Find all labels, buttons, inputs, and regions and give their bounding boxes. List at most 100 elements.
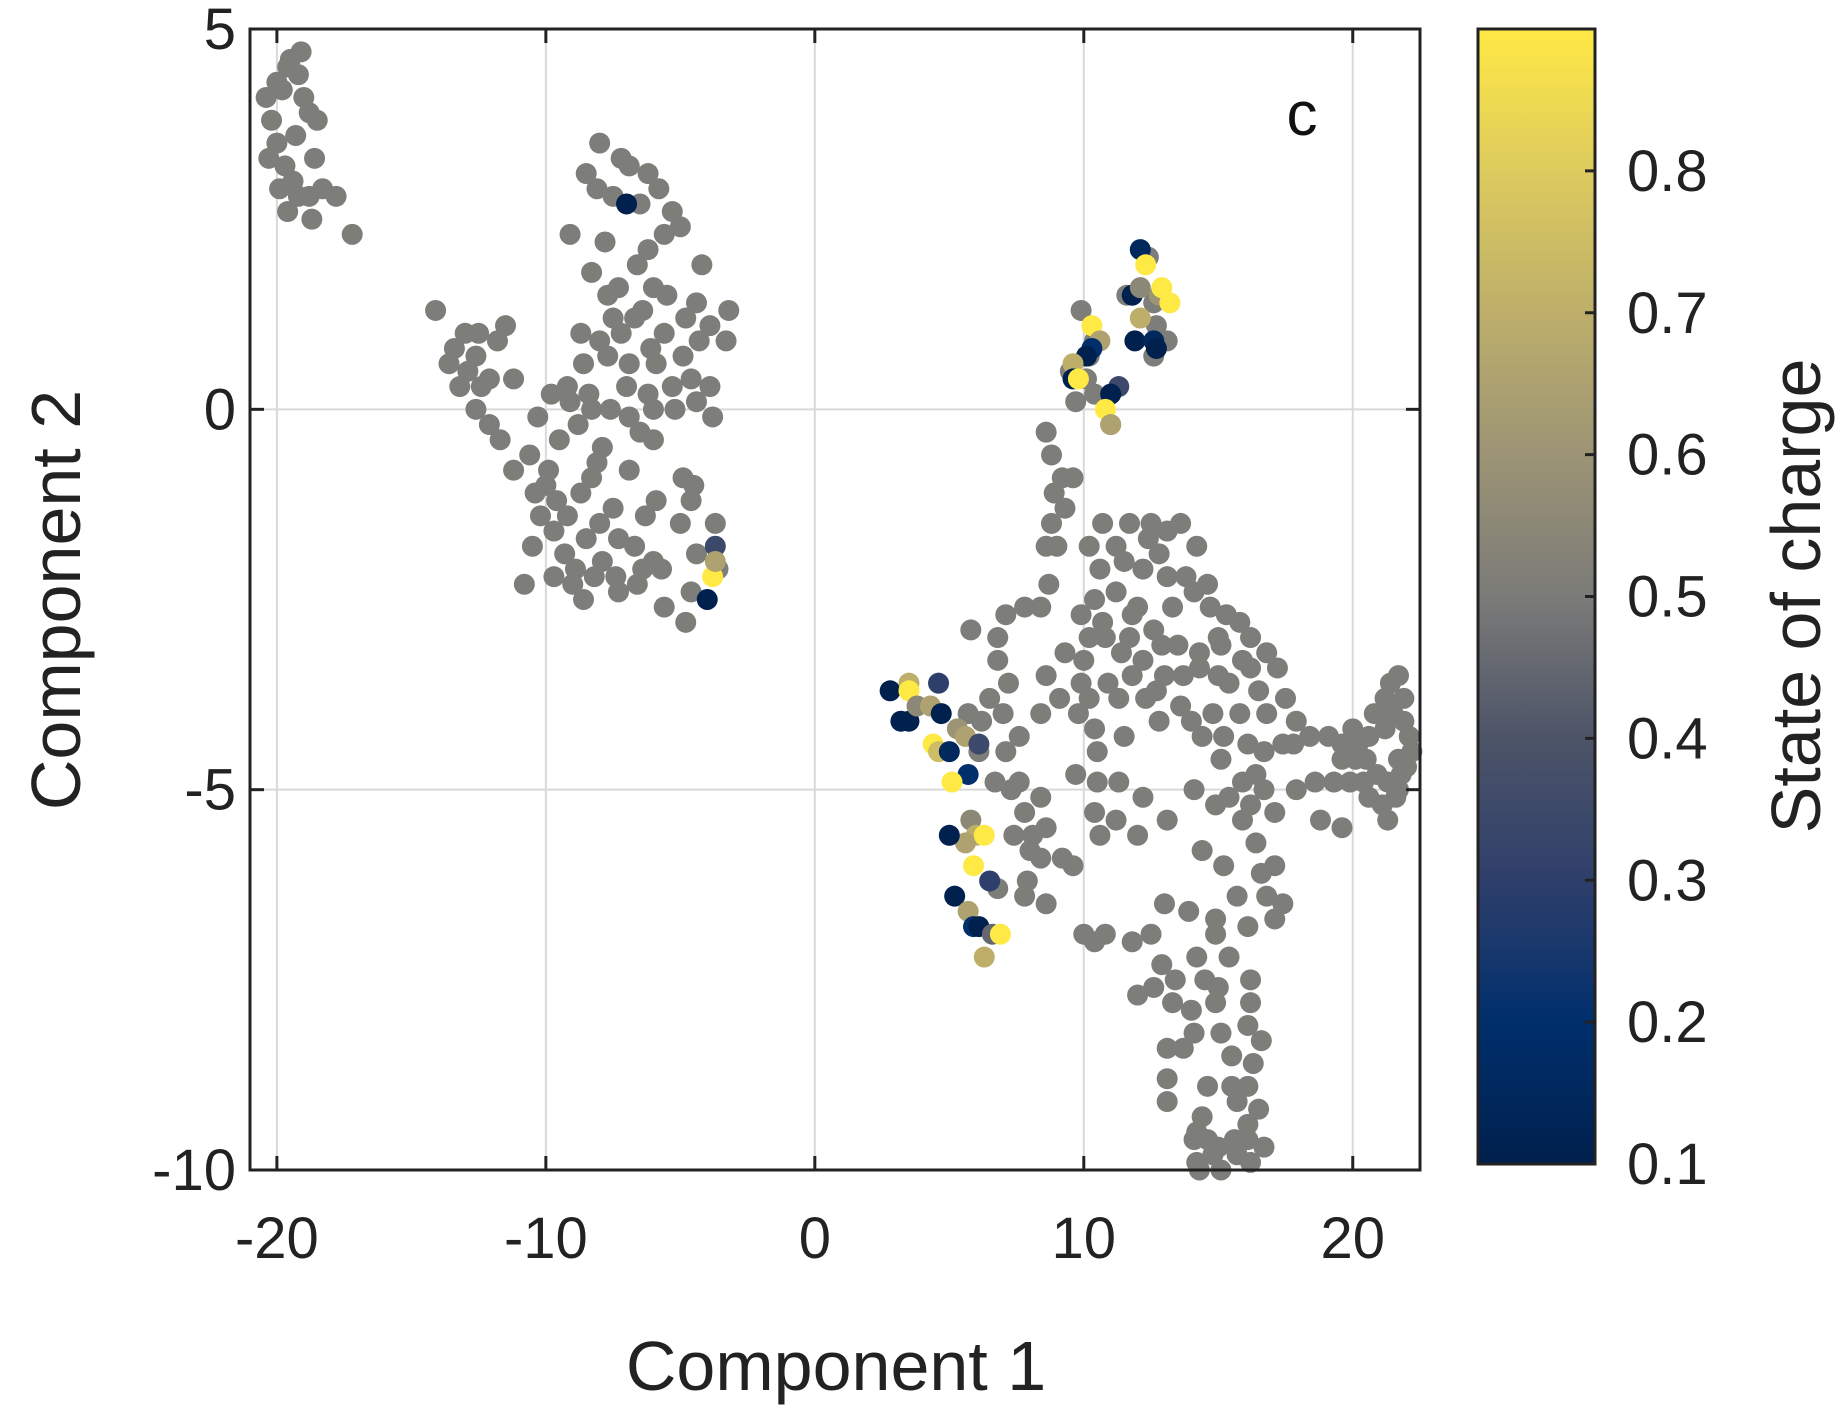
scatter-point bbox=[1229, 703, 1251, 725]
scatter-point bbox=[602, 497, 624, 519]
scatter-point bbox=[503, 368, 525, 390]
scatter-point bbox=[1180, 710, 1202, 732]
scatter-point bbox=[1014, 885, 1036, 907]
unlabeled-points bbox=[255, 41, 1423, 1181]
scatter-point bbox=[581, 261, 603, 283]
scatter-point bbox=[255, 86, 277, 108]
scatter-point bbox=[1094, 923, 1116, 945]
scatter-point bbox=[1030, 847, 1052, 869]
scatter-point bbox=[277, 201, 299, 223]
scatter-point bbox=[1240, 657, 1262, 679]
scatter-point bbox=[1008, 725, 1030, 747]
scatter-point bbox=[626, 573, 648, 595]
scatter-point-soc bbox=[1145, 337, 1167, 359]
scatter-point bbox=[1151, 634, 1173, 656]
x-tick-label: -20 bbox=[235, 1206, 319, 1271]
scatter-point bbox=[1253, 779, 1275, 801]
scatter-point bbox=[1387, 665, 1409, 687]
scatter-point bbox=[704, 512, 726, 534]
scatter-point bbox=[1089, 824, 1111, 846]
scatter-point bbox=[478, 414, 500, 436]
scatter-point-soc bbox=[989, 923, 1011, 945]
scatter-point bbox=[1331, 817, 1353, 839]
scatter-point bbox=[1105, 809, 1127, 831]
scatter-point bbox=[438, 353, 460, 375]
scatter-point bbox=[1127, 984, 1149, 1006]
colorbar-label: State of charge bbox=[1757, 359, 1835, 834]
scatter-point bbox=[1078, 687, 1100, 709]
scatter-point bbox=[290, 41, 312, 63]
scatter-point bbox=[618, 406, 640, 428]
scatter-point bbox=[637, 239, 659, 261]
scatter-point-soc bbox=[954, 832, 976, 854]
scatter-point bbox=[1237, 916, 1259, 938]
scatter-point bbox=[995, 604, 1017, 626]
scatter-point bbox=[1250, 862, 1272, 884]
scatter-point bbox=[1197, 1075, 1219, 1097]
scatter-point bbox=[1156, 566, 1178, 588]
scatter-point bbox=[1070, 299, 1092, 321]
scatter-point bbox=[1248, 1098, 1270, 1120]
scatter-point bbox=[589, 512, 611, 534]
scatter-point bbox=[1205, 992, 1227, 1014]
scatter-point bbox=[1065, 391, 1087, 413]
scatter-point bbox=[685, 543, 707, 565]
scatter-point bbox=[685, 292, 707, 314]
scatter-point bbox=[1186, 946, 1208, 968]
scatter-point bbox=[1073, 649, 1095, 671]
scatter-point bbox=[1078, 627, 1100, 649]
scatter-point bbox=[597, 345, 619, 367]
scatter-point bbox=[1135, 687, 1157, 709]
scatter-point bbox=[669, 512, 691, 534]
scatter-point bbox=[1304, 771, 1326, 793]
scatter-point bbox=[1030, 596, 1052, 618]
scatter-point bbox=[258, 147, 280, 169]
scatter-point bbox=[1084, 589, 1106, 610]
scatter-point bbox=[1062, 855, 1084, 877]
scatter-point bbox=[1113, 550, 1135, 572]
scatter-point bbox=[1014, 596, 1036, 618]
scatter-point bbox=[1148, 543, 1170, 565]
scatter-point bbox=[1226, 885, 1248, 907]
scatter-point bbox=[1170, 695, 1192, 717]
scatter-point bbox=[1210, 1022, 1232, 1044]
scatter-point bbox=[1110, 642, 1132, 664]
scatter-point bbox=[341, 223, 363, 245]
scatter-point-soc bbox=[968, 733, 990, 755]
scatter-point bbox=[1237, 1075, 1259, 1097]
scatter-point bbox=[1218, 946, 1240, 968]
scatter-point bbox=[1229, 611, 1251, 633]
scatter-point bbox=[1237, 1014, 1259, 1036]
scatter-point bbox=[624, 307, 646, 329]
scatter-point bbox=[637, 163, 659, 185]
scatter-point bbox=[653, 322, 675, 344]
scatter-point bbox=[1084, 801, 1106, 823]
soc-points bbox=[616, 193, 1181, 968]
scatter-point bbox=[1014, 801, 1036, 823]
scatter-point bbox=[669, 216, 691, 238]
scatter-point bbox=[1162, 596, 1184, 618]
scatter-point bbox=[1094, 627, 1116, 649]
scatter-point bbox=[554, 543, 576, 565]
scatter-point-soc bbox=[1100, 414, 1122, 436]
scatter-point bbox=[1108, 687, 1130, 709]
scatter-point bbox=[1086, 771, 1108, 793]
scatter-point bbox=[540, 383, 562, 405]
scatter-point-soc bbox=[1067, 368, 1089, 390]
scatter-point bbox=[489, 429, 511, 451]
scatter-point bbox=[645, 490, 667, 512]
scatter-point bbox=[1105, 581, 1127, 603]
scatter-point bbox=[519, 444, 541, 466]
scatter-point bbox=[1156, 1091, 1178, 1113]
scatter-point bbox=[1377, 809, 1399, 831]
scatter-point bbox=[521, 535, 543, 557]
scatter-point-soc bbox=[944, 885, 966, 907]
scatter-point bbox=[1143, 976, 1165, 998]
scatter-point bbox=[1248, 680, 1270, 702]
scatter-point bbox=[680, 368, 702, 390]
scatter-point bbox=[1156, 1037, 1178, 1059]
scatter-point bbox=[1309, 809, 1331, 831]
scatter-point bbox=[261, 109, 283, 131]
scatter-point bbox=[1162, 992, 1184, 1014]
scatter-point bbox=[1186, 535, 1208, 557]
